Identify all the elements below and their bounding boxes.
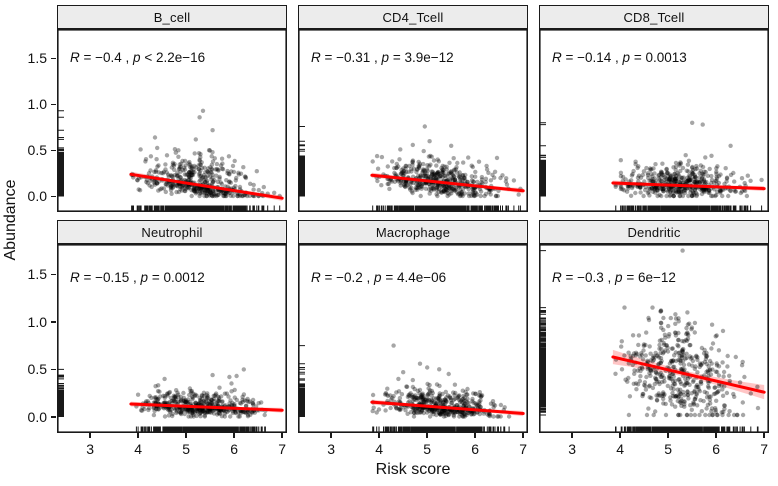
facet-strip-label: Dendritic <box>627 224 681 240</box>
x-rug-marks <box>131 205 281 211</box>
correlation-annotation: R = −0.15 , p = 0.0012 <box>70 270 205 285</box>
correlation-annotation: R = −0.14 , p = 0.0013 <box>552 50 687 65</box>
facet-strip: Macrophage <box>298 220 528 244</box>
correlation-annotation: R = −0.4 , p < 2.2e−16 <box>70 50 206 65</box>
facet-strip: Dendritic <box>539 220 769 244</box>
x-tick-mark <box>763 433 765 438</box>
facet-strip: Neutrophil <box>57 220 287 244</box>
panel-border <box>539 244 769 433</box>
panel-Dendritic: R = −0.3 , p = 6e−12 <box>539 244 769 433</box>
x-tick-mark <box>667 433 669 438</box>
y-tick-label: 1.0 <box>27 313 47 330</box>
x-tick-label: 4 <box>375 441 383 457</box>
facet-strip-label: Macrophage <box>375 224 451 240</box>
x-rug-marks <box>615 205 763 211</box>
x-tick-label: 6 <box>471 441 480 457</box>
facet-strip: CD4_Tcell <box>298 5 528 29</box>
x-tick-label: 3 <box>327 441 335 457</box>
y-rug-marks <box>299 126 305 197</box>
facet-strip: CD8_Tcell <box>539 5 769 29</box>
y-tick-label: 0.0 <box>27 188 47 205</box>
y-tick-label: 1.5 <box>27 266 47 283</box>
x-tick-mark <box>89 433 91 438</box>
facet-strip-label: CD4_Tcell <box>382 9 444 25</box>
y-tick-mark <box>51 57 56 60</box>
panel-Neutrophil: R = −0.15 , p = 0.0012 <box>57 244 287 433</box>
correlation-annotation: R = −0.2 , p = 4.4e−06 <box>311 270 447 285</box>
x-tick-label: 4 <box>616 441 624 457</box>
scatter-plot <box>57 244 287 433</box>
panel-border <box>539 29 769 212</box>
x-tick-mark <box>378 433 380 438</box>
x-rug-marks <box>372 426 510 432</box>
y-tick-mark <box>51 103 56 106</box>
y-tick-label: 0.5 <box>27 142 47 159</box>
panel-CD8_Tcell: R = −0.14 , p = 0.0013 <box>539 29 769 212</box>
y-rug-marks <box>58 368 64 417</box>
x-tick-label: 6 <box>712 441 721 457</box>
facet-strip-label: B_cell <box>153 9 191 25</box>
x-axis-title: Risk score <box>375 461 451 478</box>
y-rug-marks <box>58 110 64 197</box>
scatter-plot <box>57 29 287 212</box>
scatter-plot <box>298 244 528 433</box>
panel-border <box>57 29 287 212</box>
x-tick-mark <box>330 433 332 438</box>
correlation-annotation: R = −0.31 , p = 3.9e−12 <box>311 50 454 65</box>
x-tick-label: 4 <box>134 441 142 457</box>
panel-Macrophage: R = −0.2 , p = 4.4e−06 <box>298 244 528 433</box>
x-tick-label: 3 <box>568 441 576 457</box>
x-tick-mark <box>426 433 428 438</box>
x-tick-label: 7 <box>519 441 528 457</box>
facet-strip-label: Neutrophil <box>141 224 203 240</box>
x-tick-label: 5 <box>664 441 673 457</box>
panel-border <box>298 244 528 433</box>
y-tick-mark <box>51 149 56 152</box>
y-tick-label: 0.5 <box>27 361 47 378</box>
y-rug-marks <box>540 250 546 416</box>
x-tick-mark <box>715 433 717 438</box>
y-tick-label: 1.0 <box>27 96 47 113</box>
x-tick-mark <box>619 433 621 438</box>
panel-border <box>298 29 528 212</box>
x-tick-mark <box>281 433 283 438</box>
facet-strip-label: CD8_Tcell <box>623 9 685 25</box>
x-tick-label: 7 <box>278 441 287 457</box>
y-rug-marks <box>540 122 546 197</box>
scatter-plot <box>539 244 769 433</box>
x-tick-mark <box>185 433 187 438</box>
x-tick-mark <box>233 433 235 438</box>
y-tick-mark <box>51 368 56 371</box>
x-tick-mark <box>474 433 476 438</box>
x-tick-label: 5 <box>423 441 432 457</box>
y-tick-mark <box>51 273 56 276</box>
x-rug-marks <box>135 426 266 432</box>
y-rug-marks <box>299 345 305 417</box>
y-tick-mark <box>51 195 56 198</box>
x-tick-mark <box>571 433 573 438</box>
correlation-annotation: R = −0.3 , p = 6e−12 <box>552 270 676 285</box>
x-rug-marks <box>615 426 759 432</box>
scatter-plot <box>298 29 528 212</box>
panel-CD4_Tcell: R = −0.31 , p = 3.9e−12 <box>298 29 528 212</box>
panel-border <box>57 244 287 433</box>
y-tick-mark <box>51 321 56 323</box>
scatter-plot <box>539 29 769 212</box>
x-tick-mark <box>137 433 139 438</box>
panel-B_cell: R = −0.4 , p < 2.2e−16 <box>57 29 287 212</box>
facet-strip: B_cell <box>57 5 287 29</box>
x-tick-label: 3 <box>86 441 94 457</box>
x-tick-mark <box>522 433 524 438</box>
y-tick-label: 1.5 <box>27 50 47 67</box>
x-tick-label: 7 <box>760 441 769 457</box>
y-tick-mark <box>51 416 56 418</box>
x-tick-label: 5 <box>182 441 191 457</box>
x-tick-label: 6 <box>230 441 239 457</box>
x-rug-marks <box>372 205 521 211</box>
y-tick-label: 0.0 <box>27 408 47 425</box>
